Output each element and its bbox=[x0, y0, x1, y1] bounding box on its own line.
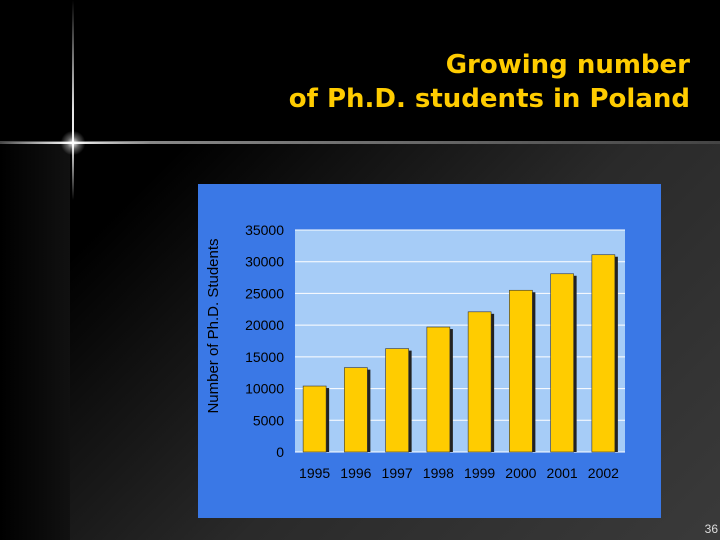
x-tick-label: 2000 bbox=[505, 465, 536, 481]
x-tick-labels: 1995 1996 1997 1998 1999 2000 2001 2002 bbox=[299, 465, 619, 481]
y-tick-label: 35000 bbox=[245, 222, 284, 238]
y-tick-labels: 0 5000 10000 15000 20000 25000 30000 35000 bbox=[245, 222, 284, 460]
x-tick-label: 1999 bbox=[464, 465, 495, 481]
page-number: 36 bbox=[704, 522, 718, 536]
lens-flare-icon bbox=[60, 131, 86, 155]
bar bbox=[385, 348, 409, 453]
x-tick-label: 2002 bbox=[588, 465, 619, 481]
y-axis-label: Number of Ph.D. Students bbox=[205, 238, 222, 413]
title-line-1: Growing number bbox=[445, 50, 690, 80]
y-tick-label: 10000 bbox=[245, 381, 284, 397]
x-tick-label: 2001 bbox=[547, 465, 578, 481]
bar bbox=[467, 311, 492, 453]
y-tick-label: 15000 bbox=[245, 349, 284, 365]
bar-chart: 0 5000 10000 15000 20000 25000 30000 35000 1995… bbox=[198, 184, 661, 518]
x-tick-label: 1997 bbox=[382, 465, 413, 481]
bar bbox=[591, 254, 616, 453]
title-divider bbox=[0, 141, 720, 144]
x-tick-label: 1998 bbox=[423, 465, 454, 481]
y-tick-label: 0 bbox=[276, 444, 284, 460]
y-tick-label: 25000 bbox=[245, 285, 284, 301]
bars bbox=[302, 254, 618, 453]
bar bbox=[550, 273, 574, 453]
y-tick-label: 20000 bbox=[245, 317, 284, 333]
title-line-2: of Ph.D. students in Poland bbox=[288, 84, 690, 114]
x-tick-label: 1995 bbox=[299, 465, 330, 481]
title-band bbox=[0, 0, 720, 142]
bar bbox=[302, 385, 327, 453]
slide-title: Growing number of Ph.D. students in Pola… bbox=[289, 48, 690, 116]
bar bbox=[509, 289, 533, 453]
left-strip bbox=[0, 144, 70, 540]
decorative-vertical-line bbox=[72, 0, 74, 200]
bar bbox=[344, 367, 368, 453]
y-tick-label: 30000 bbox=[245, 254, 284, 270]
x-tick-label: 1996 bbox=[340, 465, 371, 481]
bar bbox=[426, 326, 451, 453]
y-tick-label: 5000 bbox=[253, 412, 284, 428]
